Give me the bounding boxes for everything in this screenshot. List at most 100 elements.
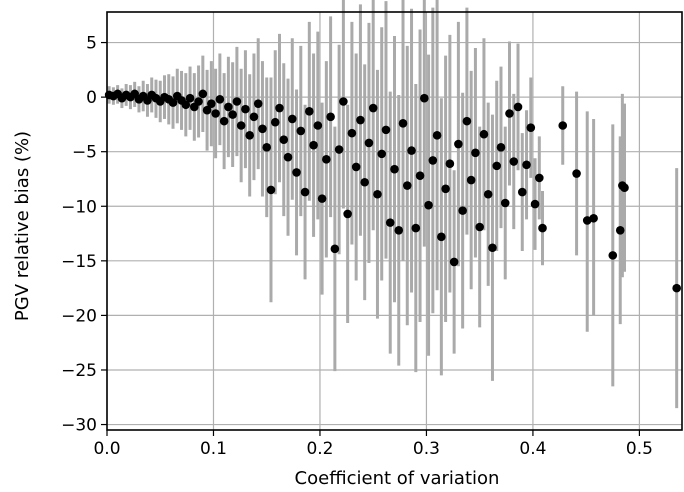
- data-point: [245, 131, 254, 140]
- data-point: [275, 103, 284, 113]
- y-tick-label: −5: [72, 143, 97, 163]
- data-point: [420, 93, 429, 103]
- data-point: [385, 218, 395, 227]
- x-axis-label: Coefficient of variation: [295, 468, 500, 489]
- data-point: [339, 97, 348, 106]
- data-point: [283, 152, 293, 162]
- data-point: [258, 124, 267, 134]
- y-tick-label: 5: [86, 34, 97, 54]
- plot-frame: [106, 11, 683, 431]
- x-tick-label: 0.1: [200, 439, 227, 459]
- data-point: [505, 109, 514, 118]
- y-tick-label: 0: [86, 88, 97, 108]
- data-point: [351, 162, 361, 172]
- data-point: [530, 199, 540, 209]
- y-tick-label: −25: [61, 361, 97, 381]
- data-point: [356, 115, 365, 125]
- data-point: [313, 121, 323, 130]
- data-point: [368, 103, 378, 113]
- data-point: [309, 140, 318, 150]
- data-point: [458, 206, 467, 215]
- data-point: [620, 183, 629, 193]
- data-point: [390, 164, 399, 174]
- data-point: [513, 102, 523, 112]
- data-point: [441, 184, 450, 194]
- data-point: [202, 105, 212, 115]
- data-point: [558, 121, 568, 130]
- x-tick-label: 0.4: [519, 439, 546, 459]
- data-point: [377, 149, 387, 159]
- data-point: [475, 222, 484, 232]
- data-point: [381, 125, 391, 135]
- data-point: [198, 89, 208, 99]
- data-point: [270, 117, 280, 127]
- data-point: [232, 97, 242, 106]
- data-point: [615, 225, 625, 235]
- data-point: [322, 155, 331, 164]
- x-tick-label: 0.0: [93, 439, 120, 459]
- data-point: [360, 177, 369, 187]
- data-point: [509, 157, 519, 166]
- data-point: [292, 168, 301, 177]
- data-point: [449, 257, 459, 267]
- data-point: [219, 116, 229, 126]
- data-point: [364, 138, 374, 148]
- data-point: [279, 135, 289, 144]
- data-point: [492, 161, 502, 171]
- x-tick-label: 0.2: [306, 439, 333, 459]
- data-point: [211, 109, 220, 118]
- data-point: [228, 110, 237, 119]
- data-point: [168, 98, 178, 107]
- data-point: [215, 95, 225, 104]
- data-point: [517, 187, 527, 197]
- data-point: [415, 171, 425, 181]
- y-axis-label: PGV relative bias (%): [12, 131, 33, 321]
- data-point: [672, 283, 681, 293]
- data-point: [538, 223, 547, 233]
- error-bars: [107, 0, 679, 409]
- data-point: [305, 107, 314, 116]
- x-tick-label: 0.5: [626, 439, 653, 459]
- data-point: [262, 143, 272, 152]
- data-point: [249, 112, 259, 122]
- data-point: [402, 181, 412, 190]
- y-axis-ticks: 5 0 −5 −10 −15 −20 −25 −30: [61, 34, 107, 436]
- data-point: [224, 102, 233, 112]
- data-point: [398, 119, 408, 128]
- data-point: [253, 99, 263, 108]
- data-point: [296, 126, 306, 136]
- data-point: [207, 99, 216, 108]
- data-point: [185, 93, 195, 103]
- data-point: [194, 97, 203, 106]
- data-point: [241, 104, 250, 114]
- data-point: [343, 209, 352, 219]
- data-point: [608, 251, 618, 260]
- data-point: [445, 159, 455, 169]
- data-point: [300, 187, 310, 197]
- data-point: [471, 148, 480, 158]
- data-points: [104, 89, 681, 293]
- data-point: [437, 232, 446, 242]
- data-point: [407, 146, 416, 155]
- data-point: [462, 116, 472, 126]
- data-point: [334, 145, 344, 154]
- data-point: [428, 156, 438, 165]
- y-tick-label: −15: [61, 252, 97, 272]
- x-tick-label: 0.3: [413, 439, 440, 459]
- data-point: [454, 139, 463, 149]
- data-point: [535, 173, 544, 183]
- data-point: [317, 194, 327, 203]
- data-point: [483, 189, 493, 199]
- data-point: [424, 200, 433, 210]
- y-tick-label: −10: [61, 197, 97, 217]
- data-point: [589, 213, 598, 223]
- data-point: [236, 121, 246, 130]
- data-point: [496, 143, 506, 152]
- data-point: [572, 169, 581, 178]
- data-point: [347, 128, 357, 138]
- data-point: [432, 131, 442, 140]
- data-point: [266, 185, 276, 195]
- data-point: [181, 100, 191, 110]
- data-point: [466, 175, 476, 185]
